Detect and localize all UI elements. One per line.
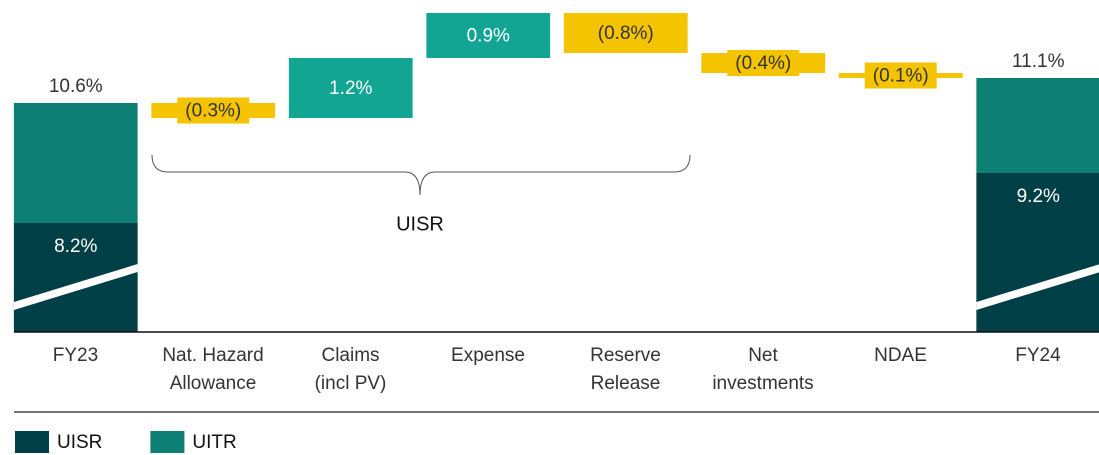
annotation: UISR: [396, 213, 444, 235]
value-label: 11.1%: [1012, 51, 1065, 72]
bar-segment: [976, 173, 1099, 332]
value-label: (0.3%): [185, 101, 241, 122]
x-tick-label: Claims (incl PV): [314, 345, 387, 394]
legend-label: UISR: [57, 432, 102, 453]
x-tick-label: Reserve Release: [590, 345, 661, 394]
segment-label: 9.2%: [1017, 186, 1060, 207]
legend-label: UITR: [192, 432, 236, 453]
segment-label: 8.2%: [54, 236, 97, 257]
axis-break: [976, 264, 1099, 310]
x-tick-label: NDAE: [874, 345, 927, 366]
value-label: 1.2%: [329, 78, 372, 99]
value-label: (0.8%): [598, 23, 654, 44]
value-label: 0.9%: [467, 26, 510, 47]
label-background: [177, 97, 250, 124]
brace: [151, 154, 691, 196]
bar-segment: [13, 103, 138, 223]
x-tick-label: Nat. Hazard Allowance: [162, 345, 264, 394]
legend-swatch: [150, 431, 185, 453]
bar-segment: [976, 78, 1099, 173]
bar: [563, 13, 688, 53]
x-tick-label: Expense: [451, 345, 525, 366]
axis-break: [13, 264, 138, 310]
x-tick-label: FY23: [52, 345, 99, 366]
x-tick-label: FY24: [1015, 345, 1061, 366]
bar: [288, 58, 413, 118]
bar: [426, 13, 551, 58]
value-label: (0.4%): [735, 53, 791, 74]
label-background: [864, 62, 937, 89]
x-tick-label: Net investments: [712, 345, 814, 394]
label-background: [727, 50, 800, 76]
legend-swatch: [15, 431, 49, 453]
value-label: (0.1%): [873, 66, 929, 87]
value-label: 10.6%: [49, 76, 103, 97]
